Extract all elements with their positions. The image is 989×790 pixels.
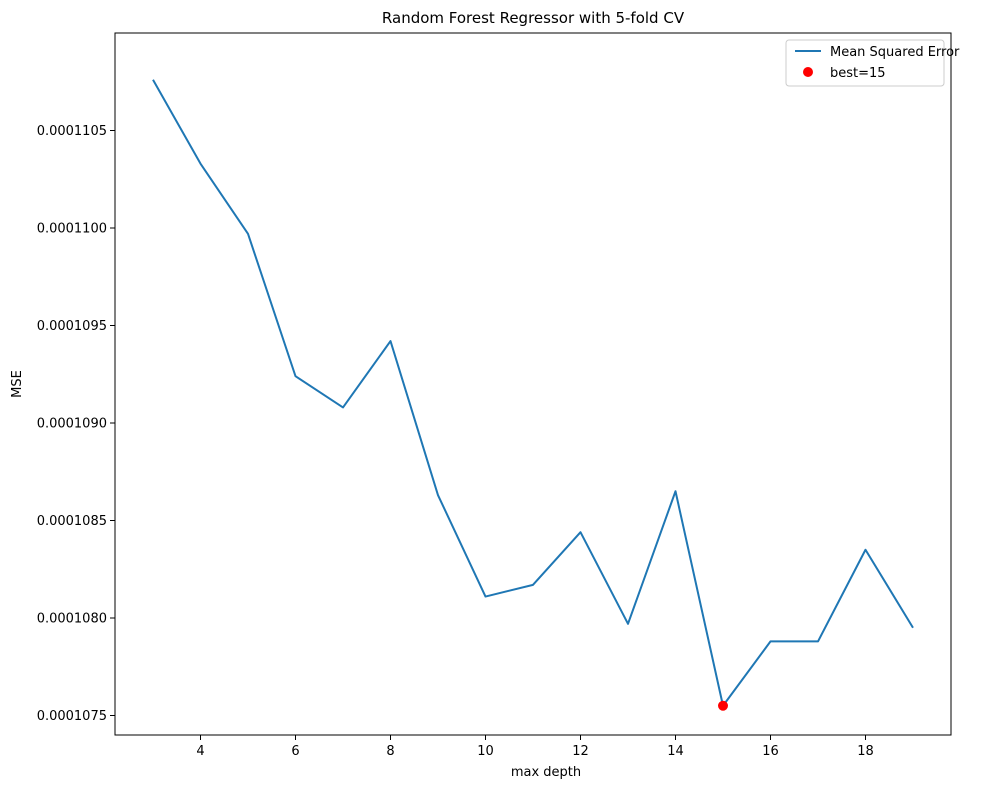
y-tick-label: 0.0001075 [37, 709, 107, 724]
x-axis-label: max depth [511, 765, 581, 780]
y-axis: 0.0001075 0.0001080 0.0001085 0.0001090 0.00… [37, 124, 115, 724]
legend-dot-swatch [803, 67, 813, 77]
x-tick-label: 6 [291, 744, 299, 759]
chart-title: Random Forest Regressor with 5-fold CV [382, 9, 685, 27]
y-axis-label: MSE [10, 370, 25, 398]
plot-frame [114, 32, 952, 736]
series-line-mse [152, 79, 914, 707]
series-layer [152, 79, 914, 711]
legend-box [785, 39, 945, 87]
x-tick-label: 18 [857, 744, 874, 759]
y-tick-label: 0.0001085 [37, 514, 107, 529]
best-point-marker [718, 700, 728, 711]
x-tick-label: 4 [196, 744, 204, 759]
legend: Mean Squared Error best=15 [785, 39, 960, 87]
y-tick-label: 0.0001080 [37, 612, 107, 627]
y-tick-label: 0.0001100 [37, 222, 107, 237]
legend-entry-best: best=15 [830, 66, 886, 81]
x-tick-label: 16 [762, 744, 779, 759]
x-axis: 4 6 8 10 12 14 16 18 [196, 735, 874, 759]
x-tick-label: 8 [386, 744, 394, 759]
y-tick-label: 0.0001090 [37, 417, 107, 432]
legend-entry-series: Mean Squared Error [830, 45, 960, 60]
y-tick-label: 0.0001105 [37, 124, 107, 139]
x-tick-label: 10 [477, 744, 494, 759]
x-tick-label: 14 [667, 744, 684, 759]
y-tick-label: 0.0001095 [37, 319, 107, 334]
x-tick-label: 12 [572, 744, 589, 759]
